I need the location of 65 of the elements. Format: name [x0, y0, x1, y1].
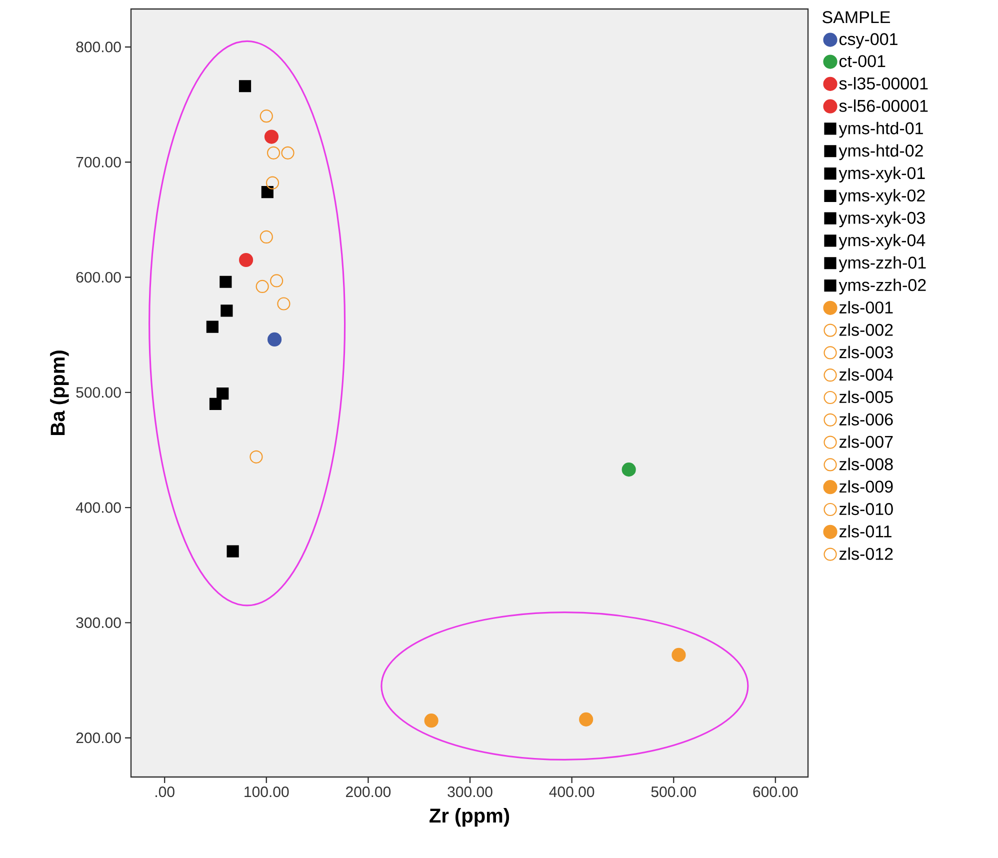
legend-label: s-l56-00001 — [839, 99, 928, 112]
point — [264, 130, 279, 144]
legend-label: zls-001 — [839, 301, 893, 314]
y-tick-label: 700.00 — [76, 156, 121, 168]
legend-label: yms-htd-01 — [838, 122, 923, 138]
point — [220, 276, 232, 288]
y-tick-label: 500.00 — [76, 387, 121, 398]
legend-label: zls-007 — [839, 435, 893, 448]
legend-label: zls-008 — [839, 458, 893, 470]
point — [266, 176, 280, 190]
x-tick-label: 400.00 — [549, 786, 594, 798]
y-tick-label: 300.00 — [76, 617, 121, 628]
point — [672, 648, 686, 662]
y-tick-label: 800.00 — [76, 42, 121, 52]
x-tick-label: 500.00 — [651, 786, 696, 798]
x-tick-label: 300.00 — [448, 786, 492, 798]
point — [226, 545, 239, 558]
legend-label: zls-012 — [839, 547, 893, 560]
legend-label: yms-zzh-01 — [838, 256, 926, 272]
x-tick-label: .00 — [156, 786, 174, 798]
point — [209, 398, 222, 410]
point — [220, 304, 233, 317]
legend-label: s-l35-00001 — [839, 77, 928, 90]
legend-label: zls-011 — [839, 524, 892, 538]
point — [261, 186, 274, 198]
legend-label: zls-004 — [839, 368, 894, 381]
point — [281, 146, 294, 160]
point — [579, 712, 594, 726]
x-tick-label: 200.00 — [346, 786, 391, 798]
legend-label: yms-htd-02 — [838, 144, 923, 160]
legend-label: yms-xyk-04 — [838, 234, 926, 250]
point — [238, 252, 254, 268]
y-tick-label: 200.00 — [76, 732, 121, 744]
point — [277, 297, 290, 310]
y-tick-label: 600.00 — [76, 272, 121, 283]
point — [267, 332, 282, 347]
point — [260, 110, 273, 123]
y-axis-title: Ba (ppm) — [50, 350, 69, 435]
point — [206, 320, 218, 333]
legend-label: yms-xyk-02 — [838, 189, 925, 205]
legend-label: yms-zzh-02 — [838, 278, 926, 294]
point — [250, 450, 263, 464]
legend-label: zls-006 — [839, 413, 893, 426]
point — [622, 462, 636, 477]
point — [260, 230, 273, 244]
legend-label: zls-005 — [839, 390, 893, 404]
y-tick-label: 400.00 — [76, 502, 121, 513]
legend-label: yms-xyk-01 — [838, 166, 925, 182]
legend-label: yms-xyk-03 — [838, 211, 925, 228]
legend-title: SAMPLE — [822, 11, 890, 24]
legend-label: zls-009 — [839, 480, 893, 493]
point — [424, 714, 438, 728]
point — [266, 146, 280, 160]
legend-label: ct-001 — [839, 55, 886, 68]
legend-label: zls-010 — [839, 502, 893, 516]
x-tick-label: 100.00 — [244, 786, 289, 798]
legend-label: zls-002 — [839, 323, 893, 336]
point — [238, 80, 252, 92]
point — [270, 274, 284, 288]
point — [256, 280, 269, 294]
x-axis-title: Zr (ppm) — [430, 808, 510, 827]
point — [216, 388, 229, 400]
x-tick-label: 600.00 — [753, 786, 798, 798]
legend-label: zls-003 — [839, 346, 893, 358]
legend-label: csy-001 — [839, 33, 898, 49]
